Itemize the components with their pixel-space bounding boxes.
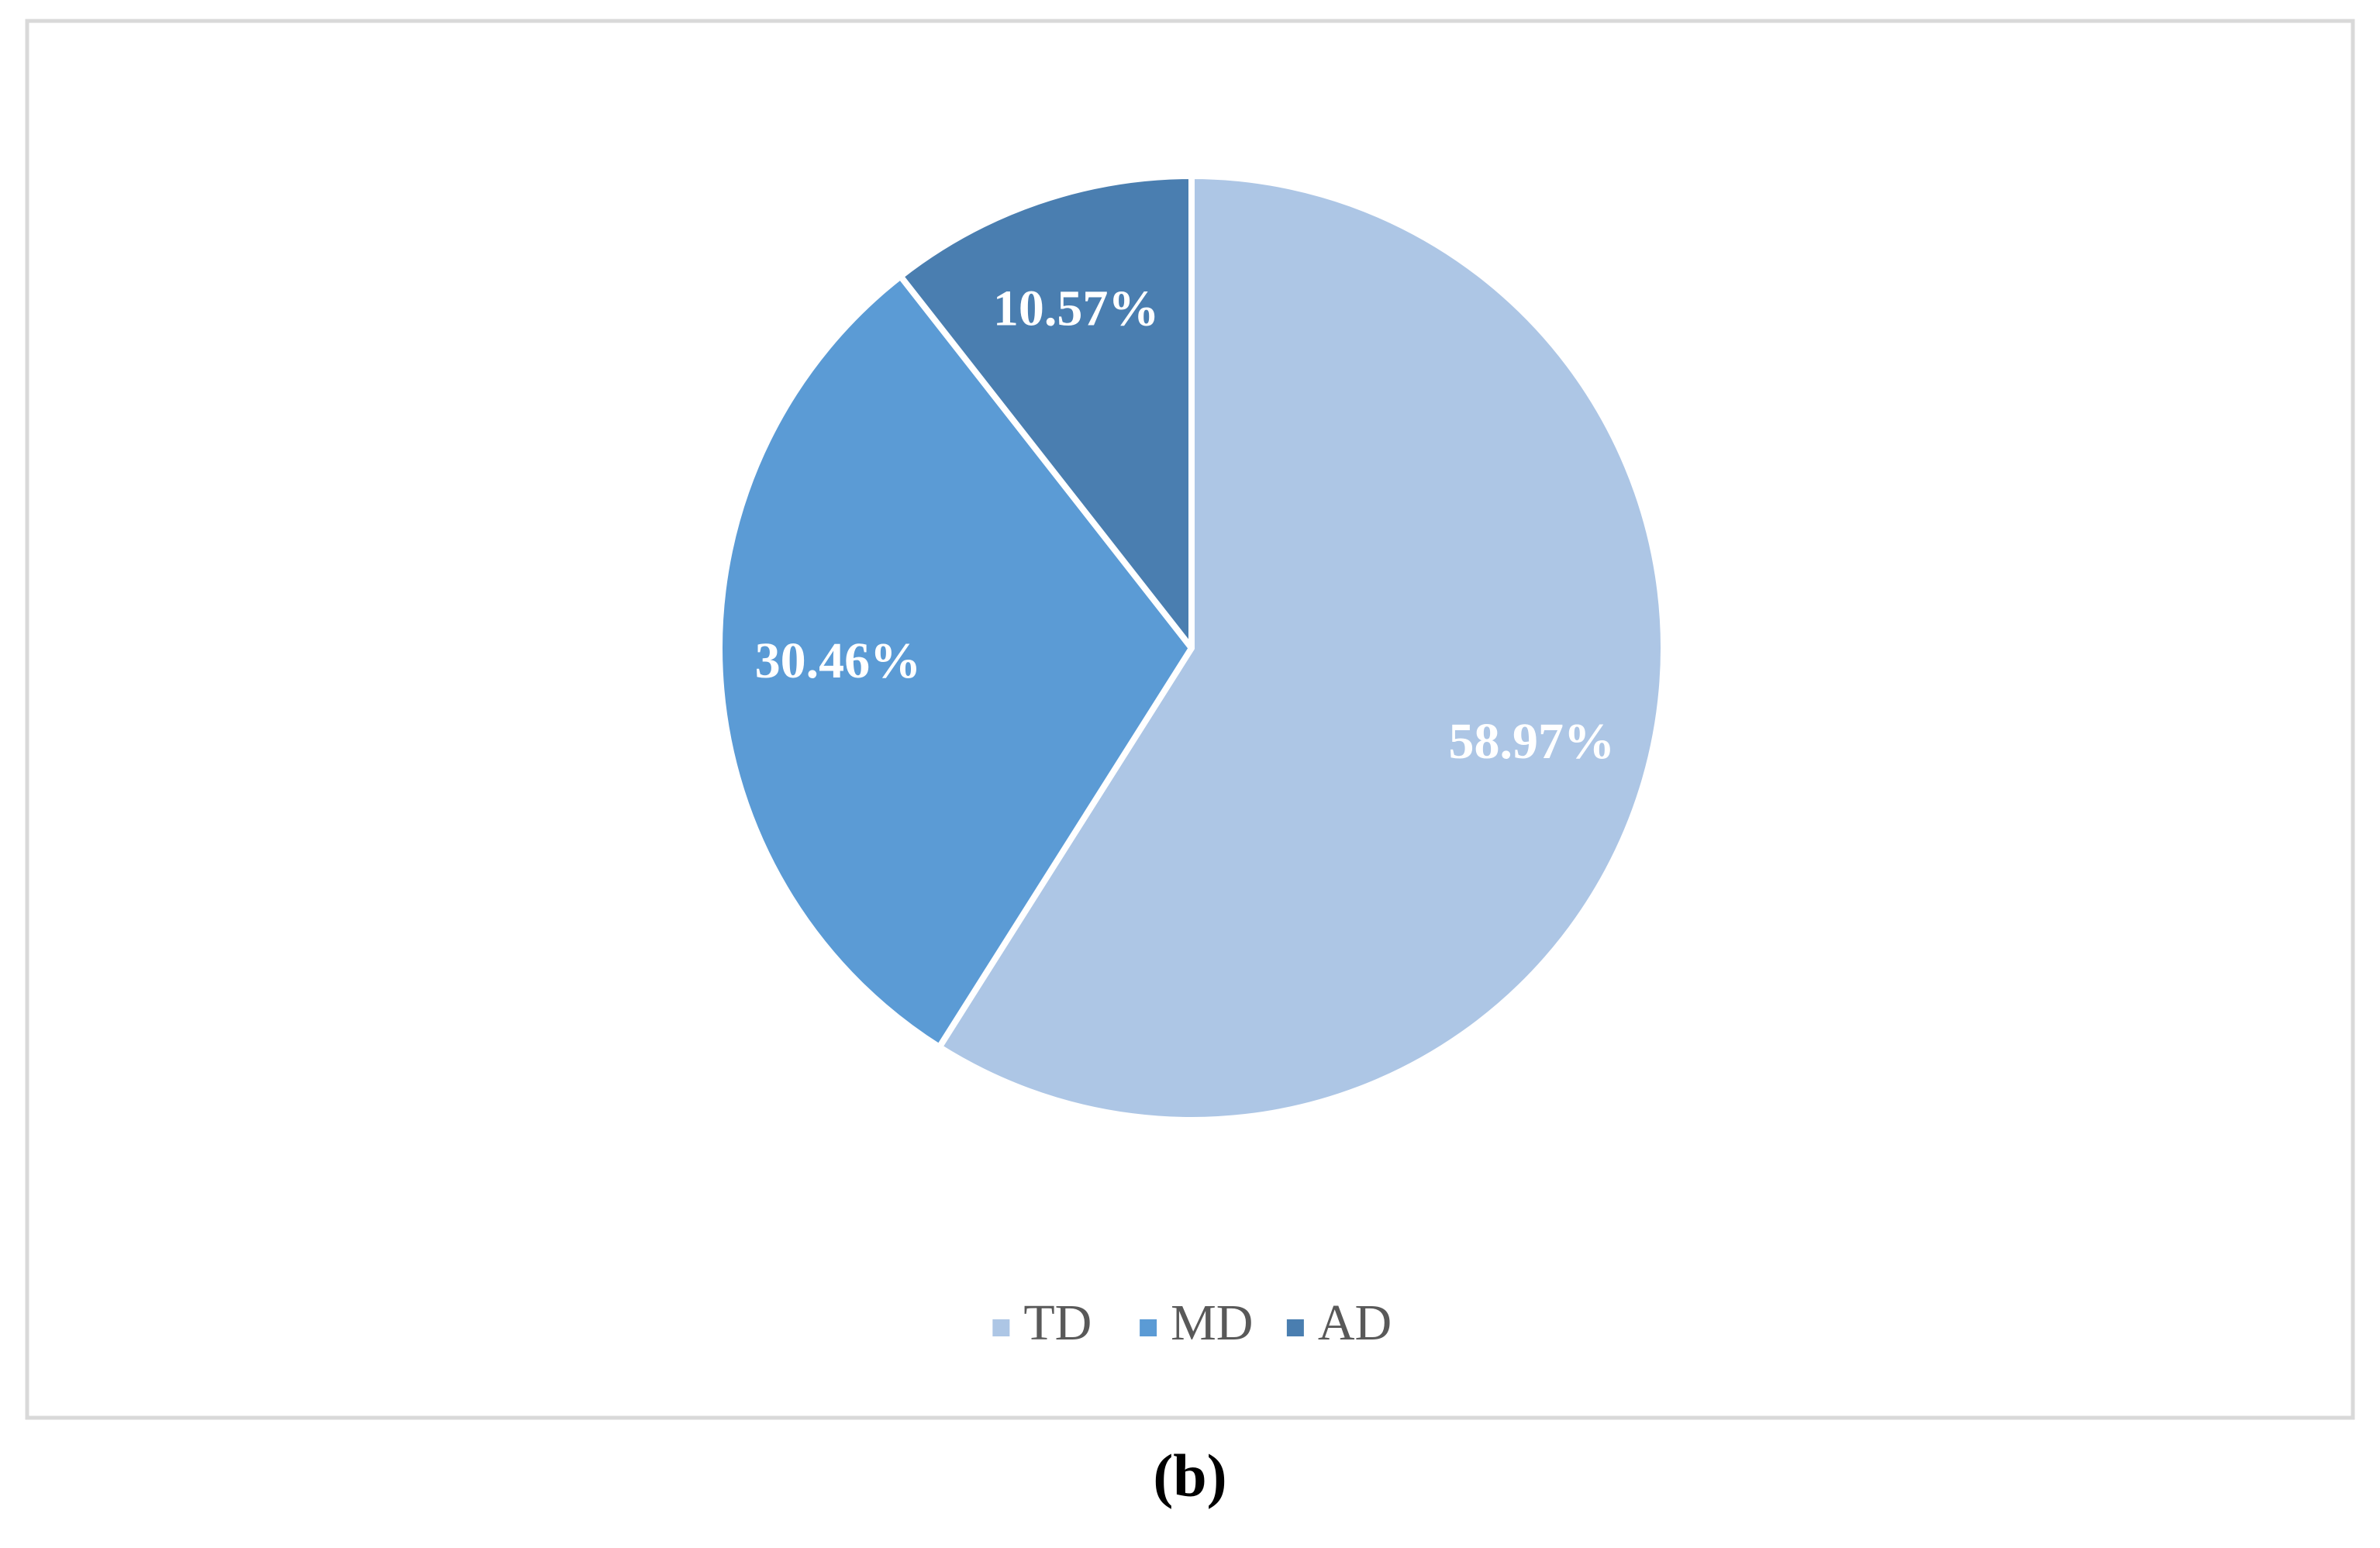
caption: (b) — [1153, 1442, 1226, 1509]
pie-slice — [716, 273, 1195, 1050]
data-label: 10.57% — [993, 280, 1160, 336]
legend-label: TD — [1023, 1295, 1092, 1351]
pie-slice — [936, 173, 1667, 1123]
pie-slice — [897, 173, 1195, 651]
legend-label: MD — [1171, 1295, 1253, 1351]
legend-marker — [1140, 1319, 1157, 1336]
legend-label: AD — [1318, 1295, 1392, 1351]
legend-marker — [992, 1319, 1010, 1336]
data-label: 58.97% — [1448, 713, 1615, 770]
legend-marker — [1286, 1319, 1304, 1336]
data-label: 30.46% — [755, 633, 922, 689]
